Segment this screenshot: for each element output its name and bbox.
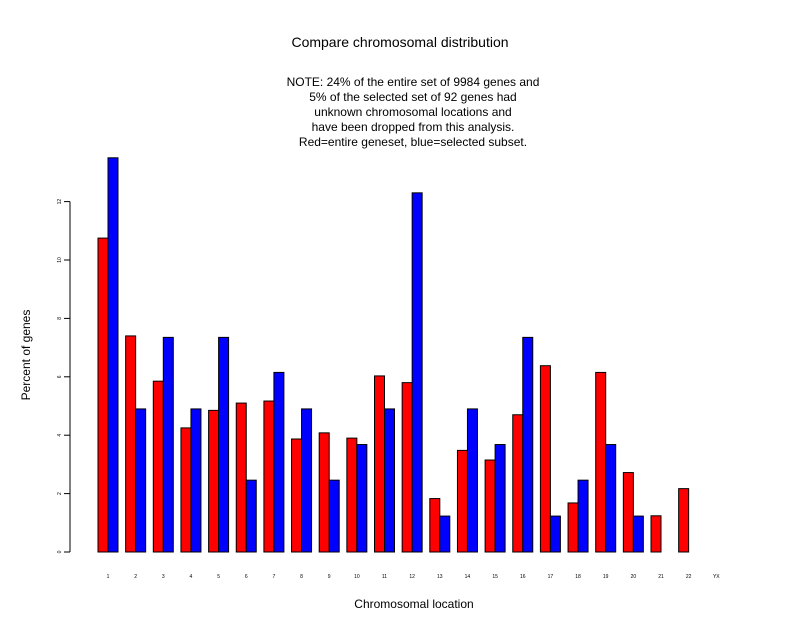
chart-note: NOTE: 24% of the entire set of 9984 gene… (0, 75, 800, 150)
bar-entire (429, 498, 441, 553)
x-tick-label: 15 (492, 574, 498, 580)
bar-selected (577, 479, 589, 553)
x-tick-label: 14 (465, 574, 471, 580)
note-line: NOTE: 24% of the entire set of 9984 gene… (286, 75, 540, 89)
note-line: Red=entire geneset, blue=selected subset… (298, 135, 528, 149)
note-line: have been dropped from this analysis. (311, 120, 515, 134)
bar-entire (484, 459, 496, 553)
x-tick-label: 18 (575, 574, 581, 580)
bar-selected (411, 192, 423, 553)
bar-entire (595, 371, 607, 553)
bar-entire (650, 515, 662, 553)
bar-selected (384, 408, 395, 553)
note-line: unknown chromosomal locations and (314, 105, 512, 119)
y-tick-label: 10 (57, 257, 63, 263)
bar-selected (273, 371, 285, 553)
bar-selected (190, 408, 202, 553)
bar-entire (678, 488, 690, 553)
bar-selected (107, 157, 119, 553)
y-axis-label: Percent of genes (19, 309, 33, 401)
x-tick-label: 2 (134, 574, 137, 580)
chart-title: Compare chromosomal distribution (291, 34, 509, 50)
bar-entire (235, 402, 247, 553)
bar-selected (356, 444, 368, 553)
bar-entire (622, 472, 634, 553)
x-tick-label: 20 (631, 574, 637, 580)
bar-entire (125, 335, 137, 553)
bar-selected (439, 515, 451, 553)
bar-entire (263, 400, 275, 553)
bar-selected (218, 336, 230, 553)
x-tick-label: 8 (300, 574, 303, 580)
x-tick-label: 1 (107, 574, 110, 580)
bar-entire (512, 414, 524, 553)
bar-entire (539, 365, 551, 553)
bar-selected (466, 408, 478, 553)
bar-selected (135, 408, 147, 553)
bar-entire (346, 437, 358, 553)
x-tick-label: 4 (190, 574, 193, 580)
y-tick-label: 4 (57, 434, 63, 437)
x-tick-label: 11 (382, 574, 387, 580)
x-axis-label: Chromosomal location (354, 597, 474, 611)
x-tick-label: 3 (162, 574, 165, 580)
x-tick-label: 6 (245, 574, 248, 580)
x-tick-label: 19 (603, 574, 609, 580)
bar-entire (567, 502, 579, 553)
x-tick-label: 16 (520, 574, 526, 580)
x-tick-label: 9 (328, 574, 331, 580)
y-tick-label: 12 (57, 199, 63, 205)
bar-selected (245, 479, 257, 553)
bar-selected (301, 408, 313, 553)
bar-selected (632, 515, 644, 553)
y-tick-label: 2 (57, 492, 63, 495)
y-tick-label: 6 (57, 375, 63, 378)
bar-selected (494, 444, 506, 553)
bar-entire (456, 449, 468, 553)
x-tick-label: 5 (217, 574, 220, 580)
note-line: 5% of the selected set of 92 genes had (309, 90, 517, 104)
y-tick-label: 0 (57, 550, 63, 553)
bar-entire (152, 380, 164, 553)
x-tick-label: 12 (409, 574, 415, 580)
bar-entire (97, 237, 109, 553)
bar-entire (291, 438, 303, 553)
x-tick-label: 7 (273, 574, 276, 580)
bar-entire (318, 432, 330, 553)
x-tick-label: YX (713, 574, 720, 580)
bar-selected (549, 515, 561, 553)
bar-entire (401, 382, 413, 553)
bar-entire (374, 375, 385, 553)
x-tick-label: 22 (686, 574, 692, 580)
x-tick-label: 21 (658, 574, 664, 580)
bar-selected (522, 336, 534, 553)
x-tick-label: 13 (437, 574, 443, 580)
bar-entire (208, 409, 220, 553)
bar-selected (162, 336, 174, 553)
bar-selected (328, 479, 340, 553)
y-tick-label: 8 (57, 317, 63, 320)
x-tick-label: 10 (354, 574, 360, 580)
bar-selected (605, 444, 617, 553)
x-tick-label: 17 (548, 574, 554, 580)
bar-entire (180, 427, 192, 553)
